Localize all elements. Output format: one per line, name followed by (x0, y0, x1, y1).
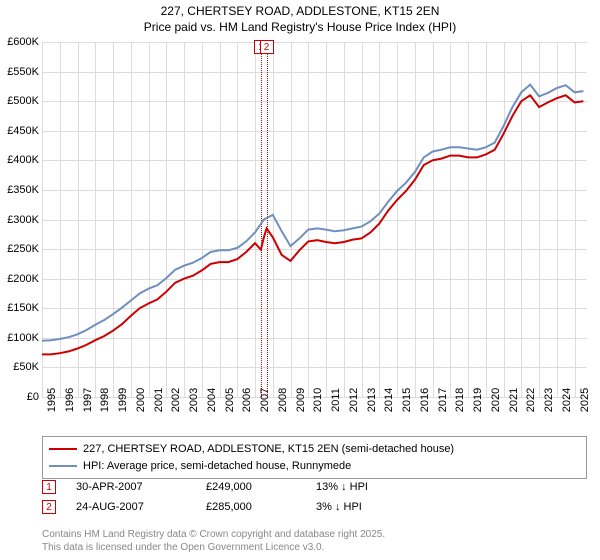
x-axis-tick-label: 2002 (170, 388, 182, 412)
y-axis-tick-label: £400K (7, 154, 39, 166)
y-axis-tick-label: £100K (7, 332, 39, 344)
chart-lines-svg (42, 42, 587, 397)
x-axis-tick-label: 2005 (224, 388, 236, 412)
legend-box: 227, CHERTSEY ROAD, ADDLESTONE, KT15 2EN… (42, 436, 587, 479)
sales-table: 1 30-APR-2007 £249,000 13% ↓ HPI 2 24-AUG-200… (42, 480, 587, 520)
x-axis-tick-label: 2010 (312, 388, 324, 412)
sale-date: 24-AUG-2007 (76, 501, 186, 513)
footnote: Contains HM Land Registry data © Crown c… (42, 528, 385, 554)
x-axis-tick-label: 2021 (508, 388, 520, 412)
sale-diff: 3% ↓ HPI (316, 501, 416, 513)
x-axis-tick-label: 2017 (437, 388, 449, 412)
x-axis-tick-label: 2006 (241, 388, 253, 412)
chart-container: 227, CHERTSEY ROAD, ADDLESTONE, KT15 2EN… (0, 0, 600, 560)
sale-marker-badge: 2 (260, 40, 274, 54)
x-axis-tick-label: 2019 (472, 388, 484, 412)
sale-diff: 13% ↓ HPI (316, 481, 416, 493)
y-axis-tick-label: £200K (7, 273, 39, 285)
y-axis-tick-label: £450K (7, 125, 39, 137)
title-line-1: 227, CHERTSEY ROAD, ADDLESTONE, KT15 2EN (0, 4, 600, 20)
x-axis-tick-label: 2012 (348, 388, 360, 412)
title-block: 227, CHERTSEY ROAD, ADDLESTONE, KT15 2EN… (0, 0, 600, 35)
y-axis-tick-label: £0 (27, 391, 39, 403)
sale-badge: 1 (42, 480, 56, 494)
x-axis-tick-label: 2025 (579, 388, 591, 412)
legend-label: 227, CHERTSEY ROAD, ADDLESTONE, KT15 2EN… (83, 441, 454, 458)
x-axis-tick-label: 2013 (366, 388, 378, 412)
legend-swatch (49, 448, 77, 450)
sale-price: £285,000 (206, 501, 296, 513)
x-axis-tick-label: 1995 (46, 388, 58, 412)
x-axis-tick-label: 2014 (383, 388, 395, 412)
x-axis-tick-label: 2024 (561, 388, 573, 412)
x-axis-tick-label: 1999 (117, 388, 129, 412)
x-axis-tick-label: 2020 (490, 388, 502, 412)
footnote-line-1: Contains HM Land Registry data © Crown c… (42, 528, 385, 541)
x-axis-tick-label: 2000 (135, 388, 147, 412)
x-axis-tick-label: 1998 (99, 388, 111, 412)
x-axis-tick-label: 2022 (525, 388, 537, 412)
chart-plot-area: £0£50K£100K£150K£200K£250K£300K£350K£400… (42, 42, 587, 397)
y-axis-tick-label: £350K (7, 184, 39, 196)
y-axis-tick-label: £250K (7, 243, 39, 255)
title-line-2: Price paid vs. HM Land Registry's House … (0, 20, 600, 36)
sale-price: £249,000 (206, 481, 296, 493)
x-axis-tick-label: 2008 (277, 388, 289, 412)
footnote-line-2: This data is licensed under the Open Gov… (42, 541, 385, 554)
sale-date: 30-APR-2007 (76, 481, 186, 493)
legend-swatch (49, 465, 77, 467)
x-axis-tick-label: 2016 (419, 388, 431, 412)
y-axis-tick-label: £150K (7, 302, 39, 314)
x-axis-tick-label: 2015 (401, 388, 413, 412)
sale-badge: 2 (42, 500, 56, 514)
x-axis-tick-label: 1996 (64, 388, 76, 412)
y-axis-tick-label: £300K (7, 214, 39, 226)
y-axis-tick-label: £600K (7, 36, 39, 48)
series-line-price_paid (42, 95, 583, 354)
x-axis-tick-label: 2007 (259, 388, 271, 412)
sale-row: 2 24-AUG-2007 £285,000 3% ↓ HPI (42, 500, 587, 514)
legend-row: 227, CHERTSEY ROAD, ADDLESTONE, KT15 2EN… (49, 441, 580, 458)
y-axis-tick-label: £500K (7, 95, 39, 107)
y-axis-tick-label: £550K (7, 66, 39, 78)
x-axis-tick-label: 2011 (330, 388, 342, 412)
legend-row: HPI: Average price, semi-detached house,… (49, 458, 580, 475)
x-axis-tick-label: 2009 (295, 388, 307, 412)
x-axis-tick-label: 2001 (153, 388, 165, 412)
x-axis-tick-label: 2004 (206, 388, 218, 412)
y-axis-tick-label: £50K (13, 361, 39, 373)
x-axis-tick-label: 2003 (188, 388, 200, 412)
x-axis-tick-label: 2023 (543, 388, 555, 412)
sale-row: 1 30-APR-2007 £249,000 13% ↓ HPI (42, 480, 587, 494)
x-axis-tick-label: 2018 (454, 388, 466, 412)
x-axis-tick-label: 1997 (82, 388, 94, 412)
legend-label: HPI: Average price, semi-detached house,… (83, 458, 351, 475)
series-line-hpi (42, 85, 583, 341)
